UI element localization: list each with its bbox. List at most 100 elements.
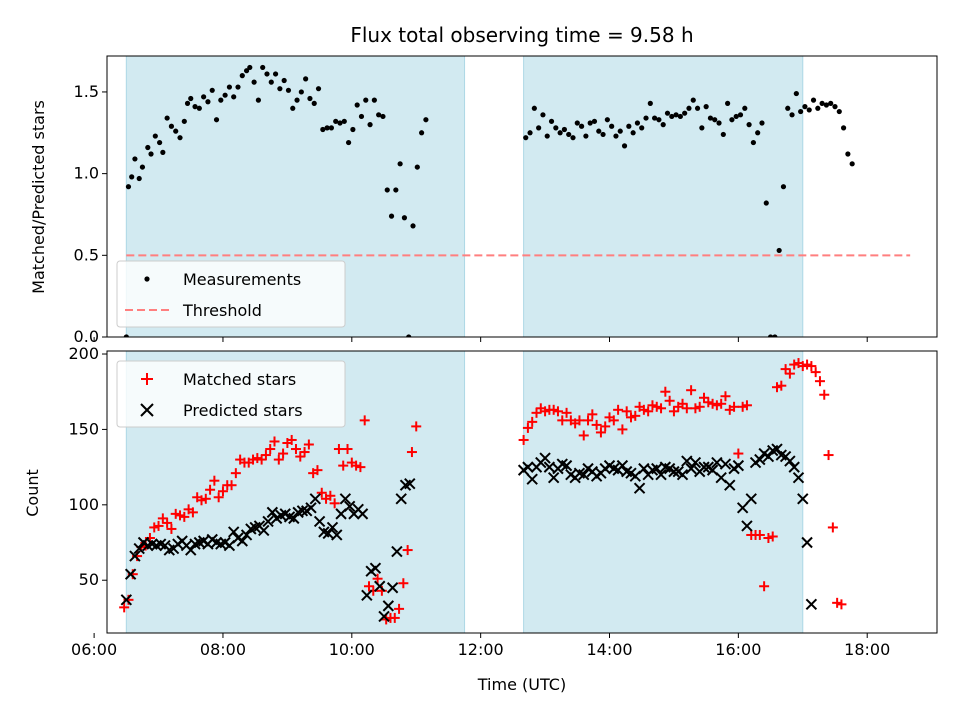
measurement-point — [652, 115, 658, 121]
matched-point — [561, 407, 572, 418]
matched-point — [411, 421, 422, 432]
matched-point — [643, 406, 654, 417]
measurement-point — [222, 92, 228, 98]
measurement-point — [281, 77, 287, 84]
measurement-point — [188, 95, 194, 102]
measurement-point — [553, 125, 559, 131]
predicted-point — [124, 568, 137, 580]
predicted-point — [539, 452, 551, 464]
measurement-point — [828, 100, 834, 106]
matched-point — [527, 416, 538, 427]
matched-point — [587, 409, 598, 420]
measurement-point — [845, 151, 851, 157]
measurement-point — [540, 112, 546, 118]
matched-point — [827, 522, 838, 533]
measurement-point — [729, 117, 735, 123]
measurement-point — [132, 156, 138, 162]
measurement-point — [707, 115, 714, 121]
matched-point — [325, 490, 336, 501]
measurement-point — [583, 133, 589, 139]
measurement-point — [570, 135, 576, 141]
bottom-plot: 50 100 150 200 06:00 08:00 10:00 12:00 14:00 16:0… — [68, 344, 938, 659]
matched-point — [368, 585, 379, 596]
measurement-point — [694, 105, 701, 111]
measurement-point — [712, 117, 718, 123]
measurement-point — [793, 90, 799, 97]
matched-point — [733, 448, 744, 459]
measurement-point — [337, 120, 343, 126]
matched-point — [656, 403, 667, 414]
predicted-point — [745, 493, 757, 505]
measurement-point — [226, 84, 233, 90]
measurement-point — [789, 112, 795, 118]
predicted-point — [227, 526, 240, 538]
observing-period-shade — [523, 351, 804, 633]
measurement-point — [742, 105, 748, 111]
matched-point — [166, 523, 177, 534]
predicted-point — [526, 473, 538, 485]
measurement-point — [320, 126, 326, 133]
measurement-point — [621, 143, 628, 149]
predicted-point — [309, 493, 322, 505]
measurement-point — [388, 213, 395, 219]
matched-point — [333, 444, 344, 455]
predicted-point — [732, 459, 745, 472]
measurement-point — [531, 105, 537, 111]
measurement-point — [393, 187, 399, 193]
measurement-point — [243, 68, 250, 74]
predicted-point — [698, 461, 710, 473]
measurement-point — [767, 334, 774, 337]
measurement-point — [423, 117, 429, 123]
predicted-point — [391, 545, 403, 558]
predicted-point — [395, 493, 407, 505]
measurement-point — [836, 108, 842, 115]
matched-point — [119, 602, 130, 613]
measurement-point — [410, 223, 416, 229]
matched-point — [265, 444, 276, 455]
measurement-point — [802, 104, 808, 110]
predicted-point — [651, 462, 663, 475]
matched-point — [303, 439, 314, 450]
x-tick-label: 12:00 — [458, 640, 504, 659]
measurement-point — [780, 184, 787, 190]
predicted-point — [339, 493, 352, 505]
measurement-point — [311, 100, 317, 106]
predicted-point — [322, 527, 334, 540]
predicted-point — [369, 562, 382, 574]
predicted-point — [741, 520, 753, 532]
matched-point — [574, 415, 585, 426]
matched-point — [329, 498, 340, 509]
matched-point — [342, 444, 353, 455]
measurement-point — [772, 334, 778, 337]
matched-point — [823, 450, 834, 461]
predicted-point — [578, 468, 590, 481]
measurement-point — [328, 125, 335, 131]
predicted-point — [386, 582, 399, 594]
measurement-point — [371, 97, 377, 103]
matched-point — [209, 475, 220, 486]
measurement-point — [384, 187, 390, 193]
predicted-point — [374, 580, 386, 592]
matched-point — [286, 434, 297, 445]
predicted-point — [638, 462, 650, 475]
measurement-point — [218, 97, 224, 103]
legend-label: Predicted stars — [183, 401, 303, 420]
predicted-point — [560, 459, 573, 472]
matched-point — [522, 422, 533, 433]
predicted-point — [547, 471, 560, 484]
legend-box — [116, 360, 346, 428]
measurement-point — [823, 102, 830, 108]
measurement-point — [686, 105, 692, 111]
measurement-point — [324, 125, 330, 131]
matched-point — [578, 430, 589, 441]
measurement-point — [566, 131, 572, 138]
matched-point — [518, 434, 529, 445]
measurement-point — [201, 94, 207, 100]
measurement-point — [759, 120, 765, 126]
measurement-point — [307, 95, 313, 102]
measurement-point — [737, 112, 744, 118]
x-tick-label: 18:00 — [844, 640, 890, 659]
y-tick-label: 0.0 — [74, 327, 99, 346]
measurement-point — [247, 64, 253, 71]
axes-frame — [106, 350, 938, 634]
